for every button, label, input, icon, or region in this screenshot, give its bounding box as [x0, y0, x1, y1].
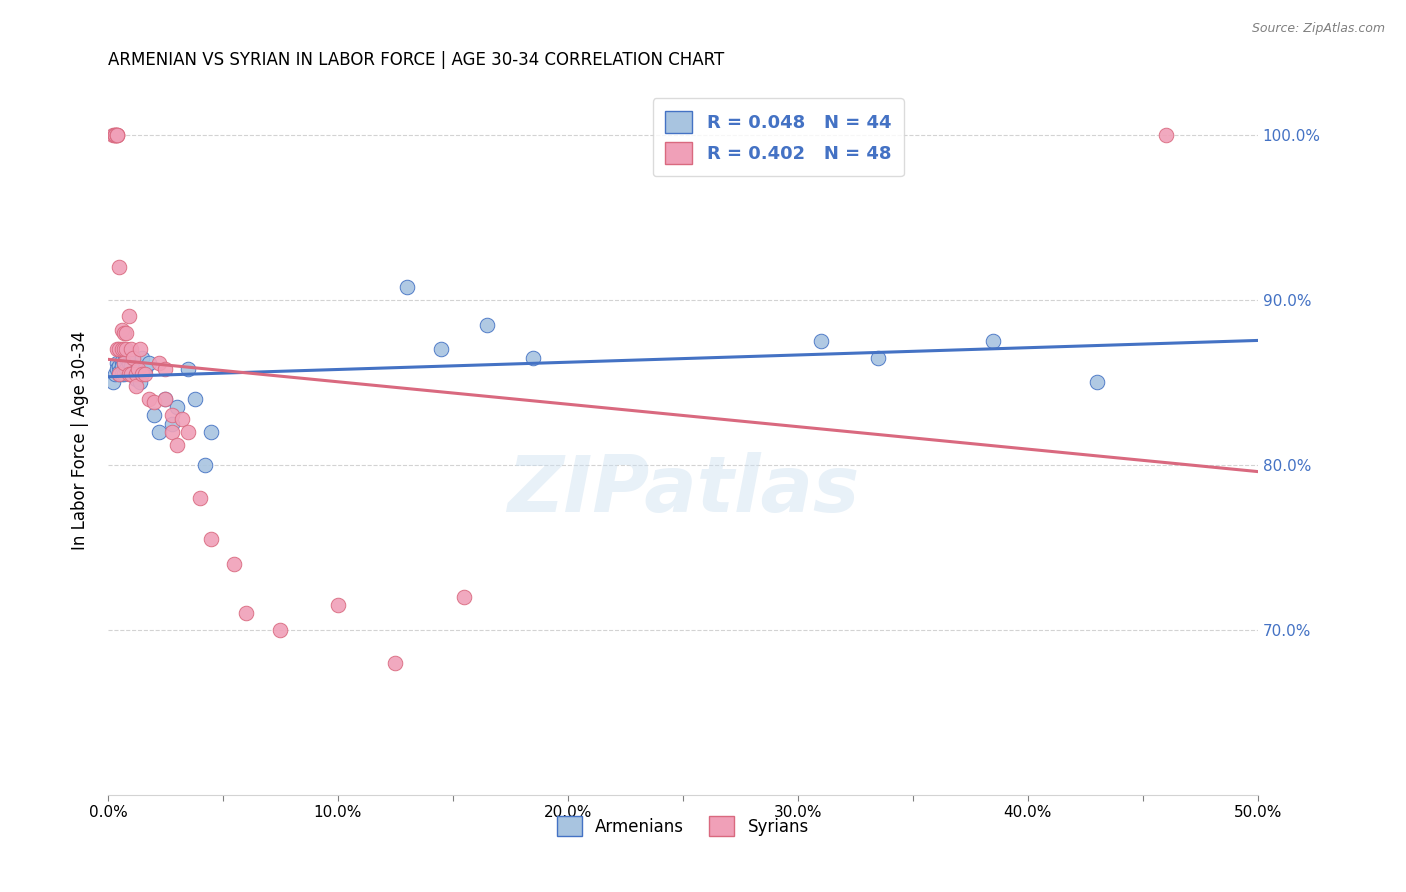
Point — [129, 376, 152, 390]
Point — [120, 359, 142, 373]
Point — [105, 355, 128, 369]
Point — [184, 392, 207, 406]
Point — [477, 318, 499, 332]
Point — [120, 367, 142, 381]
Point — [105, 362, 128, 376]
Point — [104, 128, 127, 142]
Point — [111, 323, 134, 337]
Point — [115, 343, 138, 357]
Point — [148, 425, 170, 439]
Point — [122, 351, 145, 365]
Point — [134, 367, 156, 381]
Legend: Armenians, Syrians: Armenians, Syrians — [550, 809, 815, 843]
Point — [148, 355, 170, 369]
Point — [166, 400, 188, 414]
Point — [131, 351, 153, 365]
Point — [200, 532, 222, 546]
Point — [868, 351, 890, 365]
Point — [124, 372, 146, 386]
Point — [224, 557, 246, 571]
Y-axis label: In Labor Force | Age 30-34: In Labor Force | Age 30-34 — [72, 330, 89, 549]
Point — [108, 260, 131, 274]
Point — [105, 343, 128, 357]
Point — [115, 362, 138, 376]
Point — [143, 395, 166, 409]
Point — [118, 345, 141, 359]
Point — [112, 343, 135, 357]
Point — [430, 343, 453, 357]
Point — [108, 359, 131, 373]
Point — [112, 355, 135, 369]
Point — [522, 351, 544, 365]
Point — [124, 378, 146, 392]
Point — [127, 362, 149, 376]
Point — [101, 376, 124, 390]
Point — [129, 343, 152, 357]
Point — [112, 367, 135, 381]
Point — [155, 392, 177, 406]
Point — [395, 279, 418, 293]
Point — [104, 128, 127, 142]
Point — [112, 326, 135, 340]
Point — [131, 367, 153, 381]
Point — [124, 367, 146, 381]
Point — [120, 351, 142, 365]
Point — [983, 334, 1005, 348]
Point — [162, 425, 184, 439]
Point — [104, 367, 127, 381]
Point — [105, 128, 128, 142]
Point — [111, 367, 134, 381]
Point — [112, 355, 135, 369]
Point — [127, 359, 149, 373]
Point — [138, 392, 160, 406]
Point — [120, 343, 142, 357]
Point — [155, 392, 177, 406]
Point — [112, 345, 135, 359]
Point — [108, 343, 131, 357]
Point — [155, 362, 177, 376]
Point — [269, 623, 291, 637]
Point — [170, 411, 193, 425]
Point — [122, 351, 145, 365]
Point — [1085, 376, 1108, 390]
Point — [115, 326, 138, 340]
Point — [326, 598, 349, 612]
Point — [194, 458, 217, 472]
Point — [138, 355, 160, 369]
Point — [118, 367, 141, 381]
Text: Source: ZipAtlas.com: Source: ZipAtlas.com — [1251, 22, 1385, 36]
Point — [166, 438, 188, 452]
Text: ZIPatlas: ZIPatlas — [506, 451, 859, 528]
Point — [101, 128, 124, 142]
Point — [134, 362, 156, 376]
Text: ARMENIAN VS SYRIAN IN LABOR FORCE | AGE 30-34 CORRELATION CHART: ARMENIAN VS SYRIAN IN LABOR FORCE | AGE … — [108, 51, 724, 69]
Point — [111, 354, 134, 368]
Point — [108, 366, 131, 380]
Point — [1154, 128, 1177, 142]
Point — [384, 656, 406, 670]
Point — [162, 417, 184, 431]
Point — [120, 367, 142, 381]
Point — [111, 343, 134, 357]
Point — [810, 334, 832, 348]
Point — [105, 128, 128, 142]
Point — [235, 607, 257, 621]
Point — [177, 425, 200, 439]
Point — [200, 425, 222, 439]
Point — [105, 128, 128, 142]
Point — [104, 128, 127, 142]
Point — [118, 355, 141, 369]
Point — [108, 367, 131, 381]
Point — [162, 409, 184, 423]
Point — [177, 362, 200, 376]
Point — [111, 359, 134, 373]
Point — [115, 351, 138, 365]
Point — [143, 409, 166, 423]
Point — [453, 590, 475, 604]
Point — [108, 367, 131, 381]
Point — [118, 310, 141, 324]
Point — [188, 491, 211, 505]
